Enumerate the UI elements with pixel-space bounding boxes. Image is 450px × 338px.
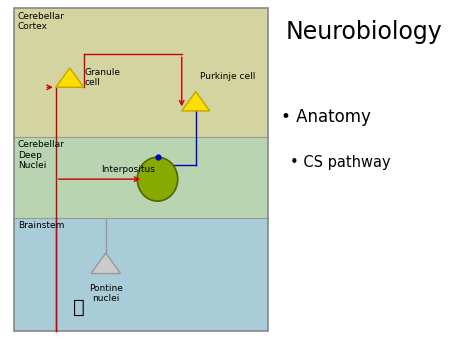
Text: 🔊: 🔊	[73, 298, 85, 317]
Polygon shape	[91, 253, 121, 273]
Text: Granule
cell: Granule cell	[85, 68, 121, 88]
Bar	[14, 8, 268, 331]
Polygon shape	[56, 68, 84, 87]
Text: • CS pathway: • CS pathway	[290, 155, 391, 170]
Text: Interpositus: Interpositus	[101, 165, 155, 173]
Text: Purkinje cell: Purkinje cell	[200, 72, 256, 81]
Text: • Anatomy: • Anatomy	[281, 108, 371, 126]
Text: Cerebellar
Cortex: Cerebellar Cortex	[18, 12, 65, 31]
Text: Neurobiology: Neurobiology	[286, 20, 442, 44]
Text: Pontine
nuclei: Pontine nuclei	[89, 284, 123, 303]
Bar	[14, 218, 268, 331]
Bar	[14, 8, 268, 137]
Text: Cerebellar
Deep
Nuclei: Cerebellar Deep Nuclei	[18, 140, 65, 170]
Text: Brainstem: Brainstem	[18, 221, 64, 231]
Polygon shape	[182, 92, 210, 111]
Ellipse shape	[137, 157, 178, 201]
Bar	[14, 137, 268, 218]
